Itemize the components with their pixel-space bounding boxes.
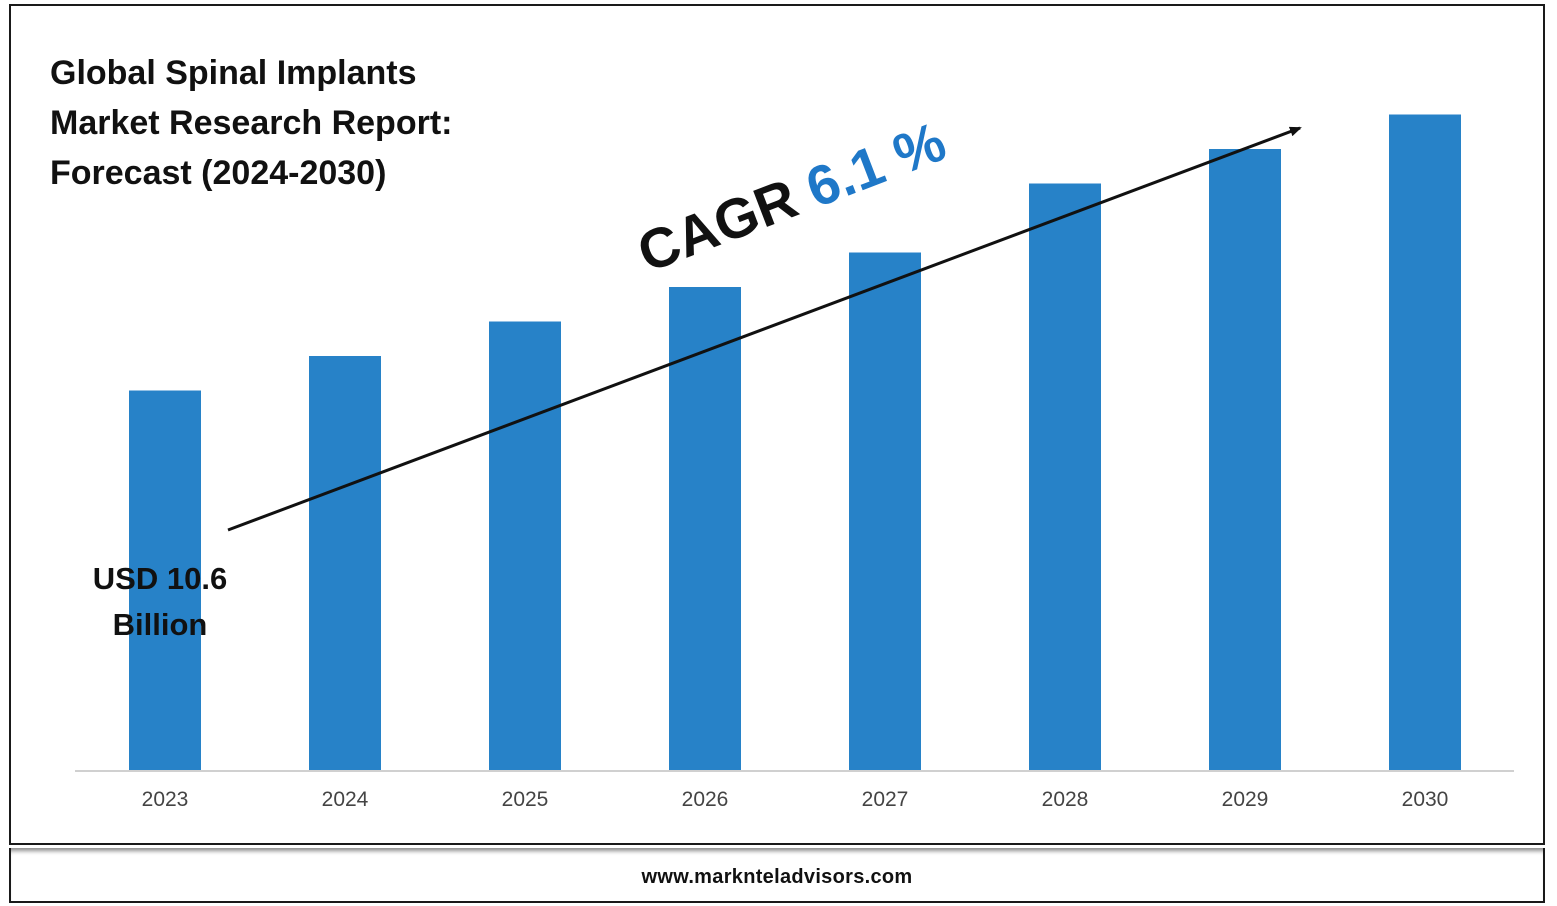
x-tick-label-2023: 2023 bbox=[142, 788, 189, 811]
bar-2028 bbox=[1029, 183, 1101, 770]
x-tick-labels: 2023 2024 2025 2026 2027 2028 2029 2030 bbox=[142, 788, 1449, 811]
bar-2025 bbox=[489, 321, 561, 770]
chart-frame bbox=[9, 4, 1545, 845]
start-value-line-1: USD 10.6 bbox=[92, 561, 228, 596]
title-line-3: Forecast (2024-2030) bbox=[50, 154, 387, 192]
x-tick-label-2027: 2027 bbox=[862, 788, 909, 811]
bars-group bbox=[129, 114, 1461, 770]
footer-bar: www.marknteladvisors.com bbox=[9, 848, 1545, 903]
footer-url: www.marknteladvisors.com bbox=[641, 866, 913, 888]
title-line-1: Global Spinal Implants bbox=[50, 54, 417, 92]
x-tick-label-2024: 2024 bbox=[322, 788, 369, 811]
bar-2024 bbox=[309, 356, 381, 770]
x-tick-label-2026: 2026 bbox=[682, 788, 729, 811]
chart-title: Global Spinal Implants Market Research R… bbox=[50, 48, 610, 198]
start-value-line-2: Billion bbox=[112, 607, 208, 642]
bar-2030 bbox=[1389, 114, 1461, 770]
trend-arrow bbox=[227, 126, 1302, 532]
x-tick-label-2029: 2029 bbox=[1222, 788, 1269, 811]
x-tick-label-2030: 2030 bbox=[1402, 788, 1449, 811]
bar-2023 bbox=[129, 390, 201, 770]
bar-2026 bbox=[669, 287, 741, 770]
x-tick-label-2028: 2028 bbox=[1042, 788, 1089, 811]
bar-2029 bbox=[1209, 149, 1281, 770]
bar-2027 bbox=[849, 252, 921, 770]
start-value-label: USD 10.6 Billion bbox=[70, 556, 250, 648]
title-line-2: Market Research Report: bbox=[50, 104, 453, 142]
x-tick-label-2025: 2025 bbox=[502, 788, 549, 811]
